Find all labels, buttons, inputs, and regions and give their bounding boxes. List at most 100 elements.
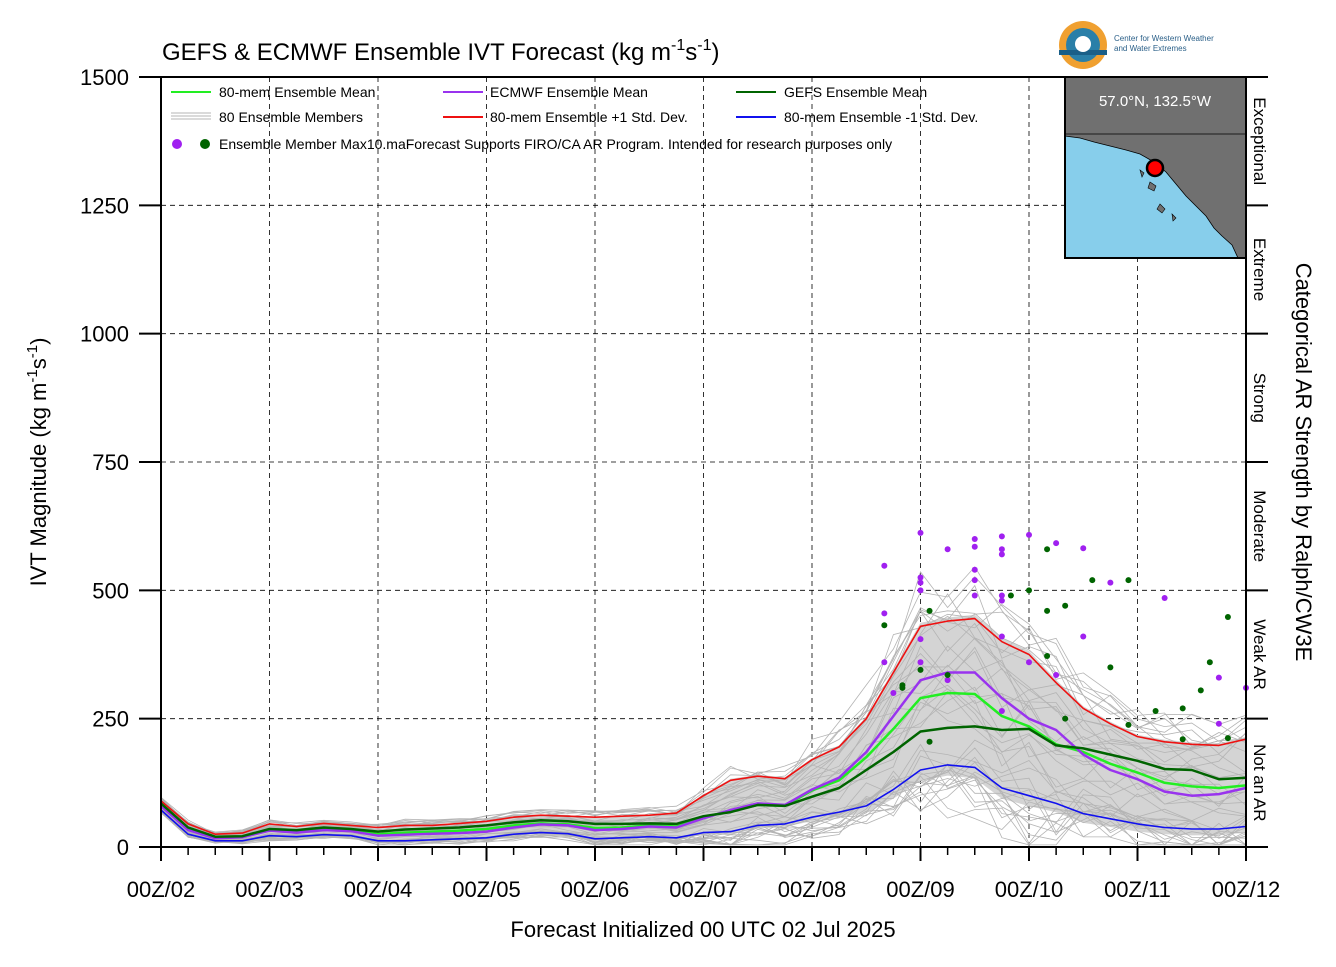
cw3e-logo: Center for Western Weather and Water Ext… <box>1059 21 1214 69</box>
ecmwf-max-dot <box>1080 633 1087 640</box>
ecmwf-max-dot <box>998 533 1005 540</box>
x-tick-label: 00Z/10 <box>995 877 1064 902</box>
axes: 00Z/02 00Z/03 00Z/04 00Z/05 00Z/06 00Z/07 00Z/… <box>80 65 1280 902</box>
grid <box>161 77 1246 847</box>
inset-map: 57.0°N, 132.5°W <box>1064 76 1247 259</box>
member-line <box>161 603 1246 835</box>
gefs-max-dot <box>1197 687 1204 694</box>
member-line <box>161 613 1246 834</box>
right-axis-label: Categorical AR Strength by Ralph/CW3E <box>1291 263 1316 662</box>
ecmwf-max-dot <box>917 587 924 594</box>
logo-wave <box>1059 50 1107 55</box>
y-tick-label: 1000 <box>80 322 129 347</box>
legend-ecmwf-dot <box>172 139 182 149</box>
gefs-max-dot <box>1125 721 1132 728</box>
legend-gefs: GEFS Ensemble Mean <box>784 84 927 100</box>
y-axis-label: IVT Magnitude (kg m-1s-1) <box>24 338 51 587</box>
series-line-gefs <box>161 725 1246 838</box>
logo-text-2: and Water Extremes <box>1114 44 1187 53</box>
gefs-max-dot <box>1089 577 1096 584</box>
legend-members: 80 Ensemble Members <box>219 109 363 125</box>
category-label: Moderate <box>1250 490 1269 562</box>
gefs-max-dot <box>1152 707 1159 714</box>
y-tick-label: 250 <box>92 707 129 732</box>
ecmwf-max-dot <box>971 536 978 542</box>
x-tick-label: 00Z/09 <box>886 877 955 902</box>
ecmwf-max-dot <box>998 551 1005 558</box>
category-label: Strong <box>1250 373 1269 423</box>
inset-islands <box>1139 169 1177 222</box>
ecmwf-max-dot <box>917 529 924 536</box>
legend-swatch-members <box>171 112 211 120</box>
ecmwf-max-dot <box>1215 720 1222 727</box>
legend-gefs-dot <box>200 139 210 149</box>
series-line-minus <box>161 764 1246 842</box>
member-line <box>161 571 1246 835</box>
ecmwf-max-dot <box>971 566 978 573</box>
gefs-max-dot <box>926 607 933 614</box>
y-tick-label: 500 <box>92 578 129 603</box>
gefs-max-dot <box>1062 602 1069 609</box>
ecmwf-max-dot <box>1053 672 1060 679</box>
member-line <box>161 755 1246 846</box>
x-tick-label: 00Z/06 <box>561 877 630 902</box>
gefs-max-dot <box>1125 577 1132 584</box>
x-tick-label: 00Z/11 <box>1104 877 1171 902</box>
x-tick-label: 00Z/07 <box>669 877 738 902</box>
y-tick-label: 750 <box>92 450 129 475</box>
gefs-max-dot <box>1044 546 1051 553</box>
y-tick-label: 1250 <box>80 193 129 218</box>
gefs-max-dot <box>1107 664 1114 671</box>
chart-title: GEFS & ECMWF Ensemble IVT Forecast (kg m… <box>162 37 719 66</box>
x-tick-label: 00Z/08 <box>778 877 847 902</box>
location-marker-icon <box>1145 158 1165 178</box>
ecmwf-max-dot <box>1161 595 1168 602</box>
inset-location-label: 57.0°N, 132.5°W <box>1099 93 1212 110</box>
member-line <box>161 791 1246 846</box>
ecmwf-max-dot <box>1053 540 1060 547</box>
gefs-max-dot <box>1179 705 1186 712</box>
ecmwf-max-dot <box>917 659 924 666</box>
gefs-max-dot <box>1224 735 1231 742</box>
ecmwf-max-dot <box>1026 659 1032 666</box>
gefs-max-dot <box>1062 715 1069 722</box>
ecmwf-max-dot <box>971 577 978 584</box>
gefs-max-dot <box>1007 592 1014 599</box>
x-tick-label: 00Z/12 <box>1212 877 1281 902</box>
gefs-max-dot <box>1044 607 1051 614</box>
ecmwf-max-dot <box>971 543 978 550</box>
ecmwf-max-dot <box>998 707 1005 714</box>
member-line <box>161 584 1246 835</box>
ecmwf-max-dot <box>1215 674 1222 681</box>
legend-mean80: 80-mem Ensemble Mean <box>219 84 375 100</box>
category-axis: Not an AR Weak AR Moderate Strong Extreme Exc… <box>1246 76 1269 848</box>
series-lines <box>161 617 1246 842</box>
legend-dots: Ensemble Member Max10.maForecast Support… <box>219 136 892 152</box>
ecmwf-max-dot <box>998 633 1005 640</box>
ecmwf-max-dot <box>917 636 924 643</box>
category-label: Weak AR <box>1250 619 1269 690</box>
inset-land <box>1064 76 1247 259</box>
ecmwf-max-dot <box>998 546 1005 553</box>
gefs-max-dot <box>1179 736 1186 743</box>
gefs-max-dot <box>1044 653 1051 660</box>
ecmwf-max-dot <box>1107 579 1114 586</box>
gefs-max-dot <box>1206 659 1213 666</box>
series-line-ecmwf <box>161 671 1246 840</box>
legend-minus: 80-mem Ensemble -1 Std. Dev. <box>784 109 978 125</box>
member-max-dots <box>881 529 1249 745</box>
ecmwf-max-dot <box>917 574 924 581</box>
gefs-max-dot <box>917 666 924 673</box>
series-line-plus <box>161 617 1246 836</box>
y-tick-label: 1500 <box>80 65 129 90</box>
y-tick-label: 0 <box>117 835 129 860</box>
gefs-max-dot <box>881 622 888 629</box>
category-label: Extreme <box>1250 238 1269 301</box>
gefs-max-dot <box>899 682 906 689</box>
logo-drop-icon <box>1075 36 1091 52</box>
legend-ecmwf: ECMWF Ensemble Mean <box>490 84 648 100</box>
ecmwf-max-dot <box>998 592 1005 599</box>
logo-text-1: Center for Western Weather <box>1114 34 1214 43</box>
